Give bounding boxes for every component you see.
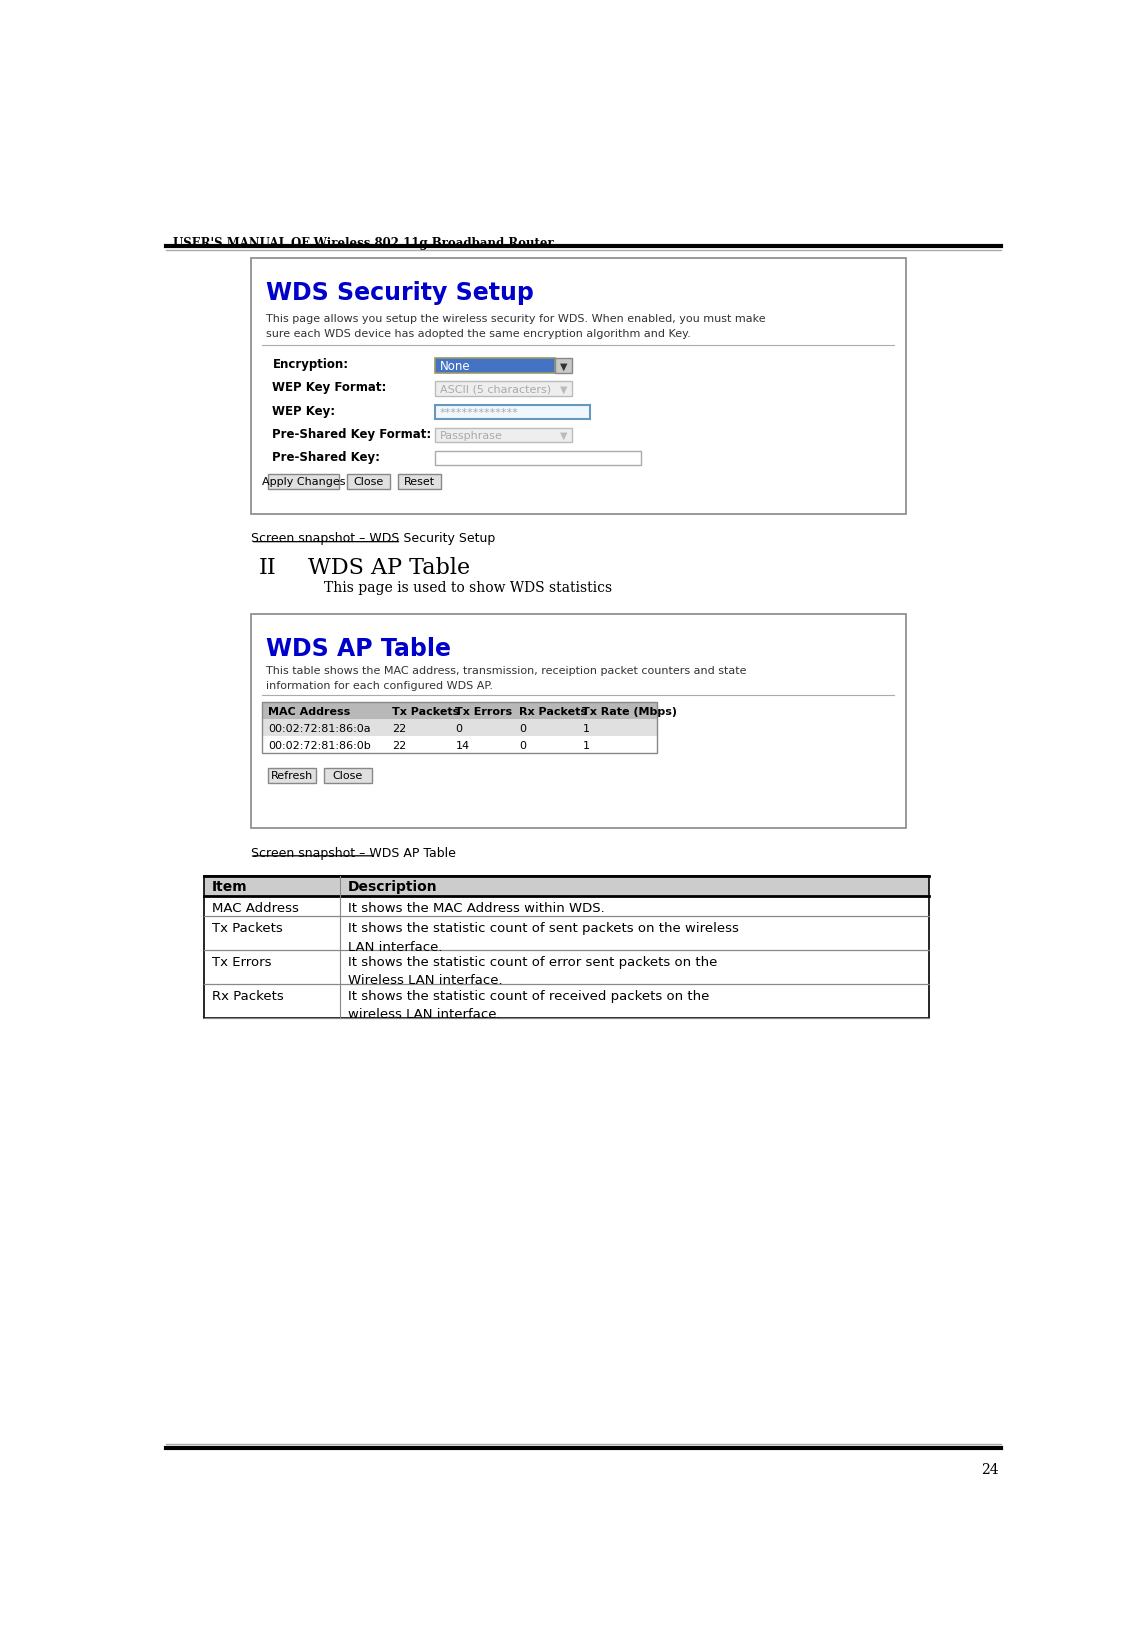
Bar xyxy=(267,474,339,489)
Text: 14: 14 xyxy=(455,740,470,750)
Text: Screen snapshot – WDS AP Table: Screen snapshot – WDS AP Table xyxy=(250,846,455,859)
Text: This table shows the MAC address, transmission, receiption packet counters and s: This table shows the MAC address, transm… xyxy=(266,666,747,691)
Text: Close: Close xyxy=(332,771,363,781)
Text: WDS AP Table: WDS AP Table xyxy=(308,557,470,580)
Text: MAC Address: MAC Address xyxy=(267,707,351,717)
Text: USER'S MANUAL OF Wireless 802.11g Broadband Router: USER'S MANUAL OF Wireless 802.11g Broadb… xyxy=(173,236,554,249)
Text: 22: 22 xyxy=(391,740,406,750)
Text: MAC Address: MAC Address xyxy=(212,902,299,915)
Text: Pre-Shared Key Format:: Pre-Shared Key Format: xyxy=(272,428,431,441)
Text: Passphrase: Passphrase xyxy=(440,431,503,441)
Text: WDS AP Table: WDS AP Table xyxy=(266,638,452,661)
Text: This page allows you setup the wireless security for WDS. When enabled, you must: This page allows you setup the wireless … xyxy=(266,314,766,339)
Text: Rx Packets: Rx Packets xyxy=(212,990,283,1003)
Text: Description: Description xyxy=(347,881,437,894)
Text: II: II xyxy=(258,557,277,580)
Text: Pre-Shared Key:: Pre-Shared Key: xyxy=(272,451,380,464)
Bar xyxy=(435,451,641,466)
Bar xyxy=(435,358,555,373)
Bar xyxy=(435,382,572,396)
Text: Tx Packets: Tx Packets xyxy=(391,707,459,717)
Text: It shows the MAC Address within WDS.: It shows the MAC Address within WDS. xyxy=(347,902,604,915)
Text: Item: Item xyxy=(212,881,248,894)
Text: ▼: ▼ xyxy=(560,385,568,395)
Bar xyxy=(263,702,657,753)
Bar xyxy=(398,474,442,489)
Bar xyxy=(555,358,572,373)
Text: **************: ************** xyxy=(440,408,519,418)
Bar xyxy=(435,428,572,443)
Text: WEP Key Format:: WEP Key Format: xyxy=(272,382,387,395)
Text: Tx Errors: Tx Errors xyxy=(212,957,272,970)
Bar xyxy=(267,768,316,783)
Text: 1: 1 xyxy=(583,724,589,733)
Text: It shows the statistic count of error sent packets on the
Wireless LAN interface: It shows the statistic count of error se… xyxy=(347,957,717,988)
Text: 22: 22 xyxy=(391,724,406,733)
Text: ASCII (5 characters): ASCII (5 characters) xyxy=(440,385,551,395)
Text: Tx Errors: Tx Errors xyxy=(455,707,512,717)
Bar xyxy=(204,876,929,895)
Bar xyxy=(263,702,657,719)
Text: Encryption:: Encryption: xyxy=(272,358,348,372)
Text: ▼: ▼ xyxy=(560,431,568,441)
Text: Screen snapshot – WDS Security Setup: Screen snapshot – WDS Security Setup xyxy=(250,532,495,545)
Bar xyxy=(250,258,906,514)
Text: 0: 0 xyxy=(519,740,526,750)
Text: This page is used to show WDS statistics: This page is used to show WDS statistics xyxy=(323,582,612,595)
Bar xyxy=(347,474,390,489)
Text: Refresh: Refresh xyxy=(271,771,313,781)
Bar xyxy=(263,719,657,735)
Text: Reset: Reset xyxy=(404,476,435,487)
Bar xyxy=(435,405,591,420)
Text: 0: 0 xyxy=(519,724,526,733)
Text: Close: Close xyxy=(354,476,384,487)
Text: Tx Rate (Mbps): Tx Rate (Mbps) xyxy=(583,707,677,717)
Text: 00:02:72:81:86:0a: 00:02:72:81:86:0a xyxy=(267,724,371,733)
Text: 0: 0 xyxy=(455,724,462,733)
Text: 24: 24 xyxy=(981,1464,999,1477)
Text: WDS Security Setup: WDS Security Setup xyxy=(266,281,534,306)
Bar xyxy=(204,876,929,1018)
Text: 00:02:72:81:86:0b: 00:02:72:81:86:0b xyxy=(267,740,371,750)
Text: Tx Packets: Tx Packets xyxy=(212,922,282,935)
Text: It shows the statistic count of sent packets on the wireless
LAN interface.: It shows the statistic count of sent pac… xyxy=(347,922,739,953)
Text: None: None xyxy=(440,360,470,373)
Text: It shows the statistic count of received packets on the
wireless LAN interface.: It shows the statistic count of received… xyxy=(347,990,709,1021)
Bar xyxy=(263,735,657,753)
Text: 1: 1 xyxy=(583,740,589,750)
Text: WEP Key:: WEP Key: xyxy=(272,405,336,418)
Bar xyxy=(250,615,906,828)
Text: ▼: ▼ xyxy=(560,362,568,372)
Text: Rx Packets: Rx Packets xyxy=(519,707,587,717)
Bar xyxy=(323,768,372,783)
Text: Apply Changes: Apply Changes xyxy=(262,476,345,487)
